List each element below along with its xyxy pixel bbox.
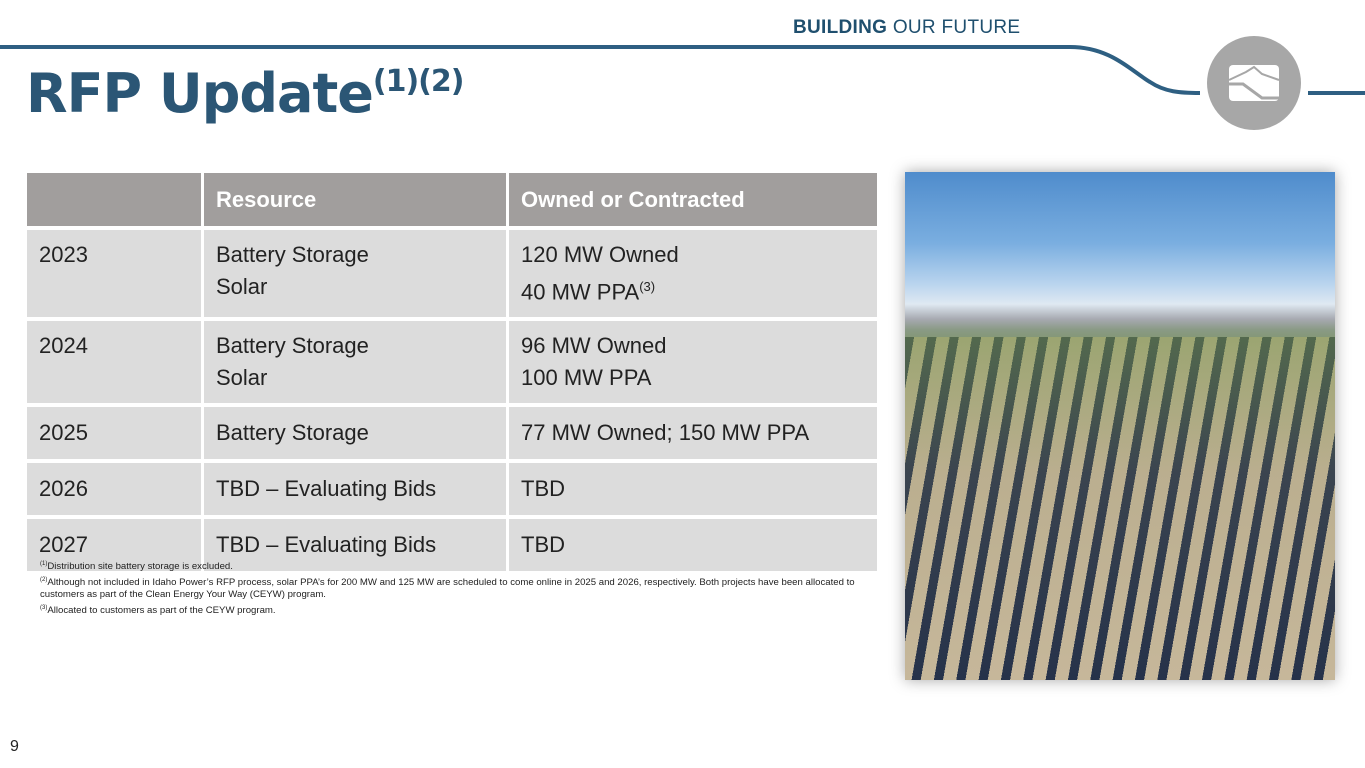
mountain-logo-icon — [1207, 36, 1301, 130]
page-number: 9 — [10, 738, 19, 755]
column-header-owned: Owned or Contracted — [509, 173, 877, 226]
resource-cell: Battery Storage Solar — [204, 321, 506, 404]
tagline-light: OUR FUTURE — [892, 17, 1021, 38]
year-cell: 2027 — [27, 519, 201, 572]
resource-cell: Battery Storage Solar — [204, 230, 506, 318]
tagline-bold: BUILDING — [793, 17, 888, 38]
page-title: RFP Update(1)(2) — [26, 62, 465, 125]
resource-cell: TBD – Evaluating Bids — [204, 519, 506, 572]
footnote-marker: (2) — [40, 576, 48, 583]
field-shading — [905, 337, 1335, 680]
footnote-text: Allocated to customers as part of the CE… — [47, 605, 276, 617]
footnote-marker: (1) — [40, 561, 48, 567]
owned-line: 96 MW Owned — [521, 333, 667, 359]
resource-line: Battery Storage — [216, 242, 369, 267]
table-row: 2026 TBD – Evaluating Bids TBD — [27, 463, 877, 516]
title-footnote-ref: (1)(2) — [372, 64, 465, 99]
resource-line: Battery Storage — [216, 333, 369, 359]
brand-tagline: BUILDING OUR FUTURE — [793, 17, 1020, 39]
footnote-marker: (3) — [40, 604, 48, 611]
resource-line: Solar — [216, 274, 268, 299]
resource-line: Solar — [216, 365, 268, 391]
title-text: RFP Update — [26, 62, 374, 125]
owned-cell: TBD — [509, 519, 877, 572]
owned-cell: 96 MW Owned 100 MW PPA — [509, 321, 877, 404]
owned-line: 100 MW PPA — [521, 365, 652, 391]
owned-cell: 77 MW Owned; 150 MW PPA — [509, 407, 877, 460]
footnote-text: Distribution site battery storage is exc… — [47, 561, 233, 573]
table-header-row: Resource Owned or Contracted — [27, 173, 877, 226]
footnote-text: Although not included in Idaho Power’s R… — [40, 576, 855, 601]
footnote-ref: (3) — [639, 279, 656, 294]
footnote: (3)Allocated to customers as part of the… — [40, 602, 880, 618]
rfp-table: Resource Owned or Contracted 2023 Batter… — [24, 169, 880, 575]
year-cell: 2024 — [27, 321, 201, 404]
year-cell: 2026 — [27, 463, 201, 516]
owned-cell: 120 MW Owned 40 MW PPA(3) — [509, 230, 877, 318]
column-header-resource: Resource — [204, 173, 506, 226]
solar-farm-photo — [905, 172, 1335, 680]
footnotes: (1)Distribution site battery storage is … — [40, 558, 880, 618]
table-row: 2023 Battery Storage Solar 120 MW Owned 40… — [27, 230, 877, 318]
table-row: 2027 TBD – Evaluating Bids TBD — [27, 519, 877, 572]
table-row: 2024 Battery Storage Solar 96 MW Owned 100… — [27, 321, 877, 404]
owned-text: 40 MW PPA — [521, 279, 640, 305]
footnote: (1)Distribution site battery storage is … — [40, 558, 880, 574]
footnote: (2)Although not included in Idaho Power’… — [40, 574, 880, 602]
year-cell: 2023 — [27, 230, 201, 318]
owned-line: 120 MW Owned — [521, 242, 679, 267]
year-cell: 2025 — [27, 407, 201, 460]
resource-cell: TBD – Evaluating Bids — [204, 463, 506, 516]
column-header-year — [27, 173, 201, 226]
table-row: 2025 Battery Storage 77 MW Owned; 150 MW… — [27, 407, 877, 460]
resource-cell: Battery Storage — [204, 407, 506, 460]
owned-line: 40 MW PPA(3) — [521, 271, 865, 308]
header-swoosh-line — [0, 36, 1365, 130]
owned-cell: TBD — [509, 463, 877, 516]
